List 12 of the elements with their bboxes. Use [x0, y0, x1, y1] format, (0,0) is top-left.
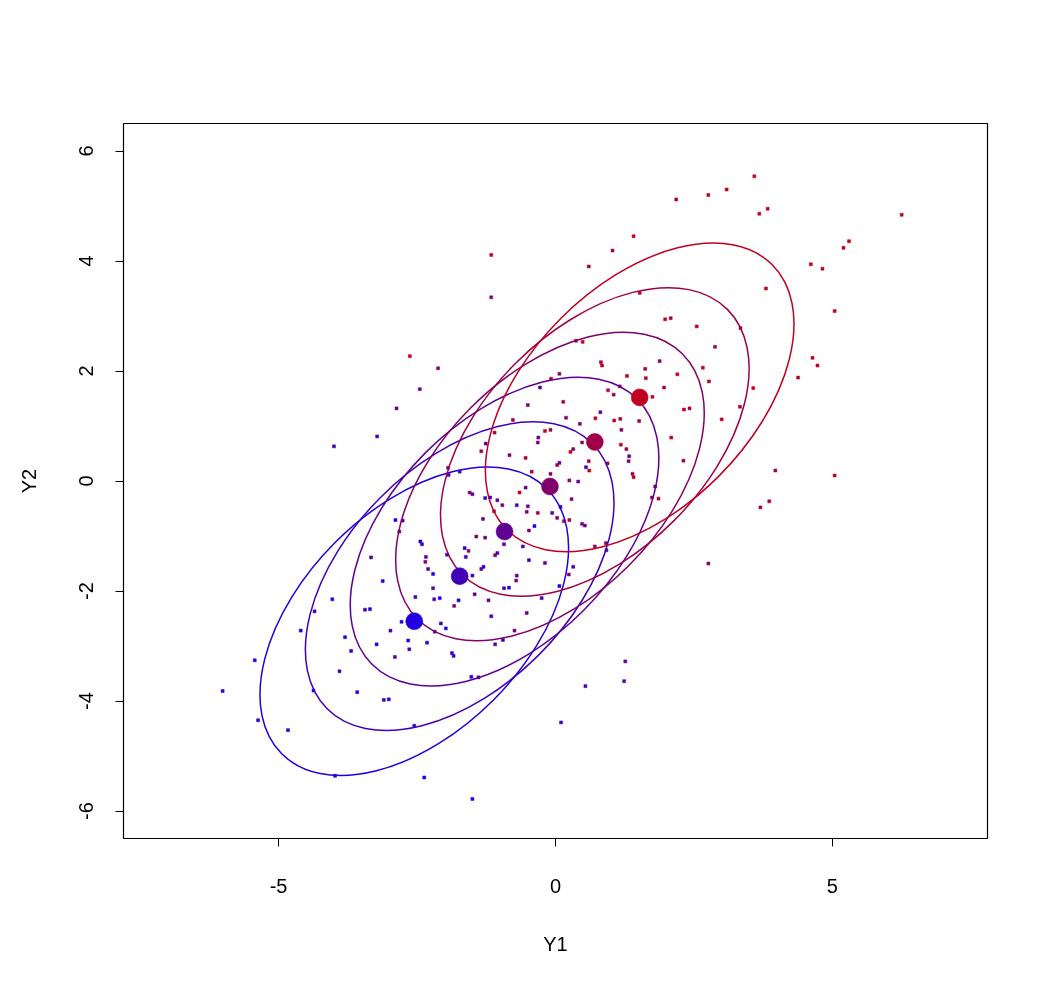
y-tick-label: -6 — [74, 802, 97, 820]
y-axis-title: Y2 — [17, 468, 40, 494]
x-axis-title: Y1 — [543, 932, 568, 955]
y-tick-label: -4 — [74, 692, 97, 710]
x-tick-label: -5 — [269, 874, 288, 897]
x-tick-label: 0 — [549, 874, 562, 897]
y-tick-label: 0 — [74, 475, 97, 487]
y-tick-label: 6 — [74, 145, 97, 157]
y-tick-label: 4 — [74, 255, 97, 267]
y-tick-label: 2 — [74, 365, 97, 377]
y-tick-label: -2 — [74, 582, 97, 600]
x-tick-label: 5 — [826, 874, 838, 897]
